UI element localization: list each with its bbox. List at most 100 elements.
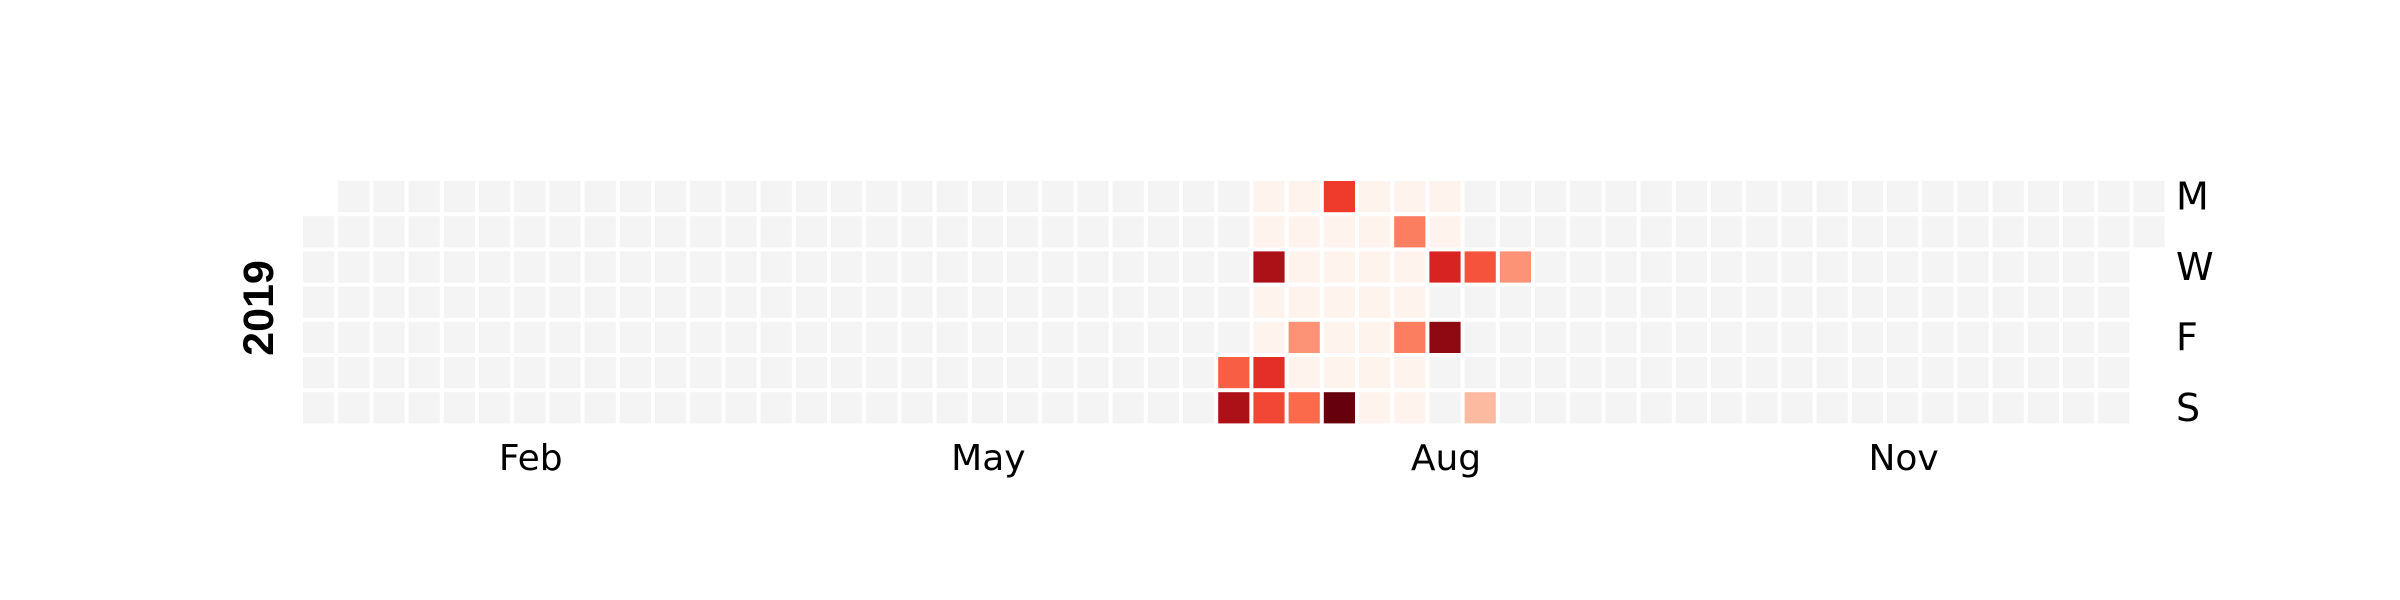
heatmap-cell-2019-02-11 (512, 179, 548, 215)
heatmap-cell-2019-06-16 (1110, 390, 1146, 426)
heatmap-cell-2019-12-16 (2061, 179, 2097, 215)
heatmap-cell-2019-06-19 (1145, 249, 1182, 285)
heatmap-cell-2019-08-06 (1392, 214, 1428, 250)
heatmap-cell-2019-11-27 (1955, 249, 1991, 285)
heatmap-cell-2019-06-03 (1075, 179, 1111, 215)
heatmap-cell-2019-12-13 (2025, 319, 2062, 355)
heatmap-cell-2019-03-19 (688, 214, 724, 250)
heatmap-cell-2019-03-10 (617, 390, 653, 426)
heatmap-cell-2019-02-08 (477, 319, 513, 355)
heatmap-cell-2019-04-03 (758, 249, 794, 285)
heatmap-cell-2019-04-27 (864, 355, 900, 391)
heatmap-cell-2019-12-07 (1990, 355, 2026, 391)
heatmap-cell-2019-01-27 (406, 390, 442, 426)
heatmap-cell-2019-04-14 (793, 390, 829, 426)
heatmap-cell-2019-09-07 (1533, 355, 1569, 391)
heatmap-cell-2019-05-24 (1005, 319, 1041, 355)
heatmap-cell-2019-01-12 (336, 355, 372, 391)
heatmap-cell-2019-02-26 (582, 214, 618, 250)
heatmap-cell-2019-12-06 (1990, 319, 2026, 355)
heatmap-cell-2019-01-22 (406, 214, 442, 250)
heatmap-cell-2019-10-29 (1814, 214, 1850, 250)
heatmap-cell-2019-02-23 (547, 355, 583, 391)
heatmap-cell-2019-12-21 (2061, 355, 2097, 391)
heatmap-cell-2019-07-28 (1321, 390, 1358, 426)
heatmap-cell-2019-04-25 (864, 284, 900, 320)
heatmap-cell-2019-07-22 (1321, 179, 1358, 215)
heatmap-cell-2019-07-14 (1251, 390, 1287, 426)
heatmap-cell-2019-10-28 (1814, 179, 1850, 215)
heatmap-cell-2019-06-26 (1181, 249, 1217, 285)
heatmap-cell-2019-02-20 (547, 249, 583, 285)
heatmap-cell-2019-10-01 (1673, 214, 1710, 250)
heatmap-cell-2019-09-13 (1568, 319, 1604, 355)
heatmap-cell-2019-01-25 (406, 319, 442, 355)
heatmap-cell-2019-12-17 (2061, 214, 2097, 250)
heatmap-cell-2019-03-23 (688, 355, 724, 391)
heatmap-cell-2019-10-21 (1779, 179, 1815, 215)
heatmap-cell-2019-01-03 (301, 284, 337, 320)
heatmap-cell-2019-07-30 (1357, 214, 1393, 250)
heatmap-cell-2019-09-11 (1568, 249, 1604, 285)
heatmap-cell-2019-04-09 (793, 214, 829, 250)
heatmap-cell-2019-08-30 (1497, 319, 1534, 355)
heatmap-cell-2019-03-29 (723, 319, 759, 355)
heatmap-cell-2019-06-30 (1181, 390, 1217, 426)
heatmap-cell-2019-10-13 (1709, 390, 1745, 426)
heatmap-cell-2019-02-13 (512, 249, 548, 285)
heatmap-cell-2019-01-26 (406, 355, 442, 391)
day-label-f: F (2176, 315, 2198, 359)
heatmap-cell-2019-05-05 (899, 390, 935, 426)
heatmap-cell-2019-03-17 (653, 390, 689, 426)
heatmap-cell-2019-01-10 (336, 284, 372, 320)
heatmap-cell-2019-01-17 (371, 284, 407, 320)
heatmap-cell-2019-05-12 (934, 390, 970, 426)
heatmap-cell-2019-06-25 (1181, 214, 1217, 250)
heatmap-cell-2019-11-22 (1920, 319, 1956, 355)
heatmap-cell-2019-11-04 (1849, 179, 1886, 215)
heatmap-cell-2019-03-30 (723, 355, 759, 391)
heatmap-cell-2019-07-08 (1251, 179, 1287, 215)
heatmap-cell-2019-02-02 (441, 355, 477, 391)
heatmap-cell-2019-06-27 (1181, 284, 1217, 320)
heatmap-cell-2019-06-24 (1181, 179, 1217, 215)
heatmap-cells (301, 179, 2167, 426)
heatmap-cell-2019-09-12 (1568, 284, 1604, 320)
heatmap-cell-2019-07-12 (1251, 319, 1287, 355)
heatmap-cell-2019-04-30 (899, 214, 935, 250)
heatmap-cell-2019-11-25 (1955, 179, 1991, 215)
heatmap-cell-2019-11-19 (1920, 214, 1956, 250)
heatmap-cell-2019-08-15 (1427, 284, 1463, 320)
heatmap-cell-2019-05-09 (934, 284, 970, 320)
heatmap-cell-2019-03-15 (653, 319, 689, 355)
heatmap-cell-2019-12-05 (1990, 284, 2026, 320)
heatmap-cell-2019-03-24 (688, 390, 724, 426)
heatmap-cell-2019-05-19 (969, 390, 1005, 426)
heatmap-cell-2019-08-16 (1427, 319, 1463, 355)
heatmap-cell-2019-05-03 (899, 319, 935, 355)
heatmap-cell-2019-05-15 (969, 249, 1005, 285)
heatmap-cell-2019-12-29 (2096, 390, 2132, 426)
heatmap-cell-2019-02-15 (512, 319, 548, 355)
heatmap-cell-2019-01-29 (441, 214, 477, 250)
heatmap-cell-2019-07-26 (1321, 319, 1358, 355)
heatmap-cell-2019-10-02 (1673, 249, 1710, 285)
heatmap-cell-2019-10-24 (1779, 284, 1815, 320)
heatmap-cell-2019-05-11 (934, 355, 970, 391)
heatmap-cell-2019-07-19 (1286, 319, 1322, 355)
heatmap-cell-2019-04-26 (864, 319, 900, 355)
heatmap-cell-2019-01-19 (371, 355, 407, 391)
heatmap-cell-2019-09-23 (1638, 179, 1674, 215)
heatmap-cell-2019-10-11 (1709, 319, 1745, 355)
heatmap-cell-2019-01-18 (371, 319, 407, 355)
heatmap-cell-2019-07-17 (1286, 249, 1322, 285)
heatmap-cell-2019-04-02 (758, 214, 794, 250)
heatmap-cell-2019-11-24 (1920, 390, 1956, 426)
heatmap-cell-2019-06-13 (1110, 284, 1146, 320)
heatmap-cell-2019-12-23 (2096, 179, 2132, 215)
heatmap-cell-2019-07-16 (1286, 214, 1322, 250)
heatmap-cell-2019-08-29 (1497, 284, 1534, 320)
heatmap-cell-2019-01-16 (371, 249, 407, 285)
heatmap-cell-2019-04-01 (758, 179, 794, 215)
heatmap-cell-2019-07-25 (1321, 284, 1358, 320)
